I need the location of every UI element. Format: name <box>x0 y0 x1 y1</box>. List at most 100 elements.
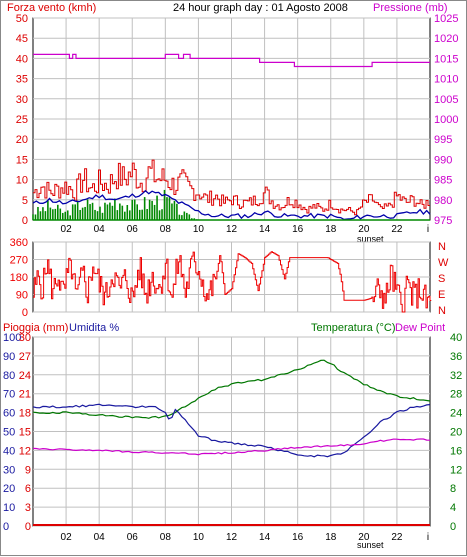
wind-tick-label: 20 <box>16 134 28 146</box>
rain-tick-label: 3 <box>25 502 31 514</box>
humidity-tick-label: 20 <box>3 483 15 495</box>
x-tick-label-bottom: 08 <box>160 532 172 543</box>
x-tick-label-top: 06 <box>127 224 139 235</box>
pressure-tick-label: 1000 <box>434 114 458 126</box>
temperature-tick-label: 28 <box>450 389 462 401</box>
rain-axis-label: Pioggia (mm) <box>3 322 68 334</box>
x-tick-label-top: 20 <box>358 224 370 235</box>
humidity-tick-label: 80 <box>3 370 15 382</box>
direction-tick-label: 0 <box>22 307 28 319</box>
x-tick-label-bottom: 06 <box>127 532 139 543</box>
dewpoint-series <box>32 438 431 456</box>
humidity-axis-label: Umidita % <box>69 322 119 334</box>
wind-average-series <box>32 189 431 221</box>
humidity-series <box>32 403 431 458</box>
wind-direction-series <box>33 251 432 313</box>
humidity-tick-label: 50 <box>3 427 15 439</box>
x-tick-label-bottom: 14 <box>259 532 271 543</box>
pressure-tick-label: 995 <box>434 134 452 146</box>
rain-tick-label: 6 <box>25 483 31 495</box>
wind-tick-label: 25 <box>16 114 28 126</box>
x-tick-label-top: 10 <box>193 224 205 235</box>
rain-tick-label: 21 <box>19 389 31 401</box>
pressure-tick-label: 1010 <box>434 74 458 86</box>
x-tick-label-bottom: 12 <box>226 532 238 543</box>
x-tick-label-top: 04 <box>94 224 106 235</box>
temperature-tick-label: 16 <box>450 445 462 457</box>
rain-tick-label: 18 <box>19 408 31 420</box>
wind-gust-series <box>33 159 430 216</box>
rain-tick-label: 12 <box>19 445 31 457</box>
humidity-tick-label: 60 <box>3 408 15 420</box>
chart-title: 24 hour graph day : 01 Agosto 2008 <box>173 2 348 14</box>
humidity-tick-label: 40 <box>3 445 15 457</box>
rain-tick-label: 9 <box>25 464 31 476</box>
wind-tick-label: 10 <box>16 175 28 187</box>
x-tick-label-top: 14 <box>259 224 271 235</box>
x-tick-label-bottom: 20 <box>358 532 370 543</box>
x-tick-label-top: 02 <box>61 224 73 235</box>
rain-tick-label: 0 <box>25 521 31 533</box>
rain-tick-label: 24 <box>19 370 31 382</box>
x-tick-label-bottom: 18 <box>325 532 337 543</box>
temperature-tick-label: 20 <box>450 427 462 439</box>
temperature-tick-label: 8 <box>450 483 456 495</box>
humidity-tick-label: 100 <box>3 332 21 344</box>
pressure-tick-label: 980 <box>434 195 452 207</box>
x-tick-label-top: 08 <box>160 224 172 235</box>
x-tick-label-bottom: 02 <box>61 532 73 543</box>
x-tick-label-top: 16 <box>292 224 304 235</box>
x-tick-label-bottom: 16 <box>292 532 304 543</box>
x-tick-label-top: i <box>427 224 429 235</box>
humidity-tick-label: 70 <box>3 389 15 401</box>
humidity-tick-label: 0 <box>3 521 9 533</box>
pressure-tick-label: 1025 <box>434 13 458 25</box>
temperature-tick-label: 36 <box>450 351 462 363</box>
wind-tick-label: 5 <box>22 195 28 207</box>
wind-tick-label: 0 <box>22 215 28 227</box>
pressure-tick-label: 1005 <box>434 94 458 106</box>
humidity-tick-label: 90 <box>3 351 15 363</box>
direction-label-s: S <box>438 273 445 285</box>
wind-tick-label: 15 <box>16 154 28 166</box>
x-tick-label-bottom: 04 <box>94 532 106 543</box>
sunset-label-bottom: sunset <box>357 540 384 550</box>
temperature-tick-label: 24 <box>450 408 462 420</box>
direction-tick-label: 180 <box>10 272 28 284</box>
pressure-axis-label: Pressione (mb) <box>373 2 448 14</box>
wind-tick-label: 35 <box>16 74 28 86</box>
pressure-tick-label: 985 <box>434 175 452 187</box>
rain-tick-label: 15 <box>19 427 31 439</box>
direction-tick-label: 270 <box>10 255 28 267</box>
temperature-tick-label: 12 <box>450 464 462 476</box>
direction-label-w: W <box>438 257 449 269</box>
wind-tick-label: 45 <box>16 33 28 45</box>
pressure-tick-label: 1020 <box>434 33 458 45</box>
rain-tick-label: 27 <box>19 351 31 363</box>
humidity-tick-label: 30 <box>3 464 15 476</box>
x-tick-label-top: 12 <box>226 224 238 235</box>
direction-label-n-bottom: N <box>438 305 446 317</box>
wind-tick-label: 30 <box>16 94 28 106</box>
humidity-tick-label: 10 <box>3 502 15 514</box>
wind-axis-label: Forza vento (kmh) <box>7 2 96 14</box>
dewpoint-axis-label: Dew Point <box>395 322 445 334</box>
x-tick-label-bottom: 10 <box>193 532 205 543</box>
pressure-tick-label: 990 <box>434 154 452 166</box>
x-tick-label-bottom: 22 <box>391 532 403 543</box>
x-tick-label-bottom: i <box>427 532 429 543</box>
wind-tick-label: 50 <box>16 13 28 25</box>
rain-tick-label: 30 <box>19 332 31 344</box>
wind-tick-label: 40 <box>16 53 28 65</box>
x-tick-label-top: 22 <box>391 224 403 235</box>
direction-label-n-top: N <box>438 241 446 253</box>
temperature-tick-label: 0 <box>450 521 456 533</box>
temperature-tick-label: 4 <box>450 502 456 514</box>
direction-label-e: E <box>438 289 445 301</box>
temperature-axis-label: Temperatura (°C) <box>311 322 395 334</box>
sunset-label-top: sunset <box>357 234 384 244</box>
temperature-tick-label: 32 <box>450 370 462 382</box>
direction-tick-label: 360 <box>10 237 28 249</box>
